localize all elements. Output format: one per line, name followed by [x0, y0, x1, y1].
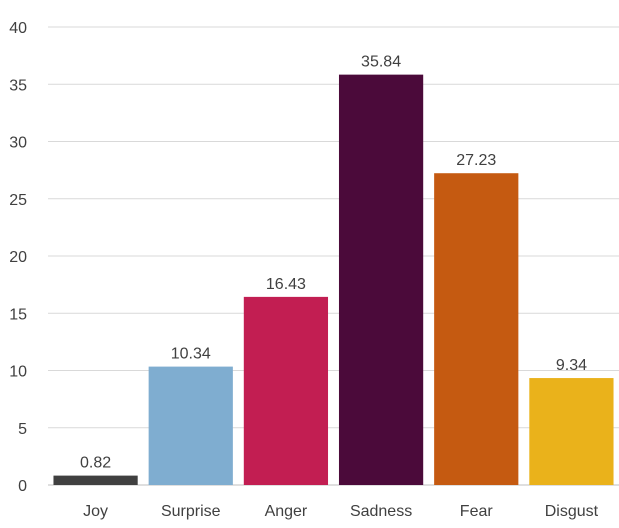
gridlines [48, 26, 619, 486]
y-tick-label: 30 [9, 135, 27, 152]
bars [53, 74, 614, 486]
y-axis: 0 5 10 15 20 25 30 35 40 [9, 20, 27, 495]
data-label-surprise: 10.34 [171, 346, 211, 363]
bar-fear [434, 173, 519, 486]
x-category-label: Surprise [161, 503, 221, 520]
x-category-label: Anger [265, 503, 308, 520]
y-tick-label: 20 [9, 249, 27, 266]
y-tick-label: 0 [18, 478, 27, 495]
y-tick-label: 5 [18, 421, 27, 438]
y-tick-label: 40 [9, 20, 27, 37]
x-category-label: Disgust [545, 503, 599, 520]
y-tick-label: 35 [9, 77, 27, 94]
x-axis: Joy Surprise Anger Sadness Fear Disgust [83, 503, 599, 520]
data-label-fear: 27.23 [456, 152, 496, 169]
data-label-sadness: 35.84 [361, 54, 401, 71]
x-category-label: Joy [83, 503, 108, 520]
x-category-label: Fear [460, 503, 494, 520]
bar-anger [243, 296, 329, 485]
y-tick-label: 25 [9, 192, 27, 209]
data-labels: 0.82 10.34 16.43 35.84 27.23 9.34 [80, 54, 587, 472]
data-label-joy: 0.82 [80, 455, 111, 472]
y-tick-label: 10 [9, 364, 27, 381]
bar-sadness [338, 74, 424, 486]
data-label-disgust: 9.34 [556, 357, 587, 374]
y-tick-label: 15 [9, 306, 27, 323]
bar-surprise [148, 366, 233, 485]
data-label-anger: 16.43 [266, 276, 306, 293]
bar-disgust [529, 378, 614, 485]
x-category-label: Sadness [350, 503, 412, 520]
bar-joy [53, 475, 138, 485]
